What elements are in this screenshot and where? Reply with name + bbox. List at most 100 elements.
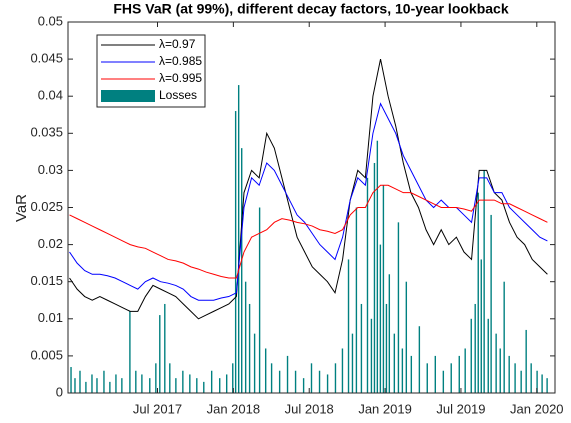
loss-bar bbox=[91, 374, 93, 393]
loss-bar bbox=[450, 363, 452, 393]
legend-label: λ=0.995 bbox=[159, 71, 202, 85]
loss-bar bbox=[248, 303, 251, 393]
loss-bar bbox=[115, 374, 117, 393]
legend-swatch bbox=[101, 90, 155, 102]
loss-bar bbox=[376, 140, 379, 393]
loss-bar bbox=[393, 333, 396, 393]
loss-bar bbox=[546, 378, 548, 393]
loss-bar bbox=[536, 370, 538, 393]
y-tick-label: 0 bbox=[56, 384, 63, 399]
loss-bar bbox=[234, 111, 237, 393]
loss-bar bbox=[203, 381, 205, 393]
loss-bar bbox=[169, 363, 171, 393]
loss-bar bbox=[382, 185, 385, 393]
loss-bar bbox=[286, 355, 289, 393]
loss-bar bbox=[480, 259, 482, 393]
loss-bar bbox=[360, 303, 363, 393]
legend-label: Losses bbox=[159, 88, 197, 102]
x-tick-label: Jan 2019 bbox=[358, 401, 412, 416]
loss-bar bbox=[347, 259, 350, 393]
loss-bar bbox=[244, 281, 247, 393]
loss-bar bbox=[470, 318, 472, 393]
loss-bar bbox=[508, 355, 510, 393]
loss-bar bbox=[103, 370, 105, 393]
loss-bar bbox=[121, 378, 123, 393]
loss-bar bbox=[401, 348, 404, 393]
legend-label: λ=0.97 bbox=[159, 37, 196, 51]
loss-bar bbox=[405, 281, 408, 393]
loss-bar bbox=[164, 303, 166, 393]
loss-bar bbox=[237, 85, 240, 393]
loss-bar bbox=[334, 363, 337, 393]
loss-bar bbox=[410, 355, 413, 393]
var-line bbox=[69, 102, 548, 301]
loss-bar bbox=[487, 318, 489, 393]
loss-bar bbox=[302, 378, 305, 393]
loss-bar bbox=[294, 370, 297, 393]
plot-area bbox=[69, 58, 548, 393]
x-tick-label: Jan 2020 bbox=[510, 401, 564, 416]
loss-bar bbox=[520, 370, 522, 393]
loss-bar bbox=[141, 374, 143, 393]
loss-bar bbox=[442, 370, 445, 393]
loss-bar bbox=[525, 329, 527, 393]
loss-bar bbox=[70, 367, 72, 393]
loss-bar bbox=[366, 177, 369, 393]
loss-bar bbox=[388, 274, 391, 393]
loss-bar bbox=[318, 370, 321, 393]
x-tick-label: Jan 2018 bbox=[207, 401, 261, 416]
loss-bar bbox=[74, 378, 76, 393]
loss-bar bbox=[385, 303, 388, 393]
loss-bar bbox=[232, 363, 234, 393]
loss-bar bbox=[326, 374, 329, 393]
y-tick-label: 0.01 bbox=[38, 310, 63, 325]
loss-bar bbox=[270, 363, 273, 393]
loss-bar bbox=[397, 222, 400, 393]
loss-bar bbox=[155, 363, 157, 393]
loss-bar bbox=[464, 348, 466, 393]
loss-bar bbox=[225, 374, 228, 393]
loss-bar bbox=[490, 214, 492, 393]
loss-bar bbox=[379, 244, 382, 393]
loss-bar bbox=[109, 381, 111, 393]
axes-box bbox=[67, 21, 556, 394]
loss-bar bbox=[149, 378, 151, 393]
loss-bar bbox=[499, 348, 501, 393]
loss-bar bbox=[219, 378, 221, 393]
loss-bar bbox=[355, 207, 358, 393]
loss-bar bbox=[135, 370, 137, 393]
loss-bar bbox=[310, 363, 313, 393]
x-tick-label: Jul 2017 bbox=[133, 401, 182, 416]
x-tick-label: Jul 2019 bbox=[436, 401, 485, 416]
x-tick-label: Jul 2018 bbox=[285, 401, 334, 416]
loss-bar bbox=[129, 311, 131, 393]
chart-title: FHS VaR (at 99%), different decay factor… bbox=[113, 1, 508, 17]
loss-bar bbox=[253, 333, 256, 393]
loss-bar bbox=[85, 381, 87, 393]
loss-bar bbox=[264, 348, 267, 393]
loss-bar bbox=[370, 318, 373, 393]
loss-bar bbox=[530, 363, 532, 393]
loss-bar bbox=[241, 148, 243, 393]
loss-bar bbox=[474, 303, 476, 393]
loss-bar bbox=[434, 355, 436, 393]
loss-bar bbox=[182, 370, 184, 393]
loss-bar bbox=[79, 370, 81, 393]
loss-bar bbox=[175, 378, 177, 393]
loss-bar bbox=[495, 333, 497, 393]
y-tick-label: 0.025 bbox=[30, 199, 63, 214]
y-tick-label: 0.045 bbox=[30, 51, 63, 66]
loss-bar bbox=[514, 363, 516, 393]
loss-bar bbox=[426, 363, 428, 393]
loss-bar bbox=[189, 374, 191, 393]
y-tick-label: 0.02 bbox=[38, 236, 63, 251]
loss-bar bbox=[418, 326, 421, 393]
y-tick-label: 0.05 bbox=[38, 13, 63, 28]
loss-bar bbox=[351, 333, 354, 393]
y-axis-label: VaR bbox=[13, 194, 30, 222]
loss-bar bbox=[477, 192, 479, 393]
loss-bar bbox=[258, 207, 261, 393]
loss-bar bbox=[278, 370, 281, 393]
